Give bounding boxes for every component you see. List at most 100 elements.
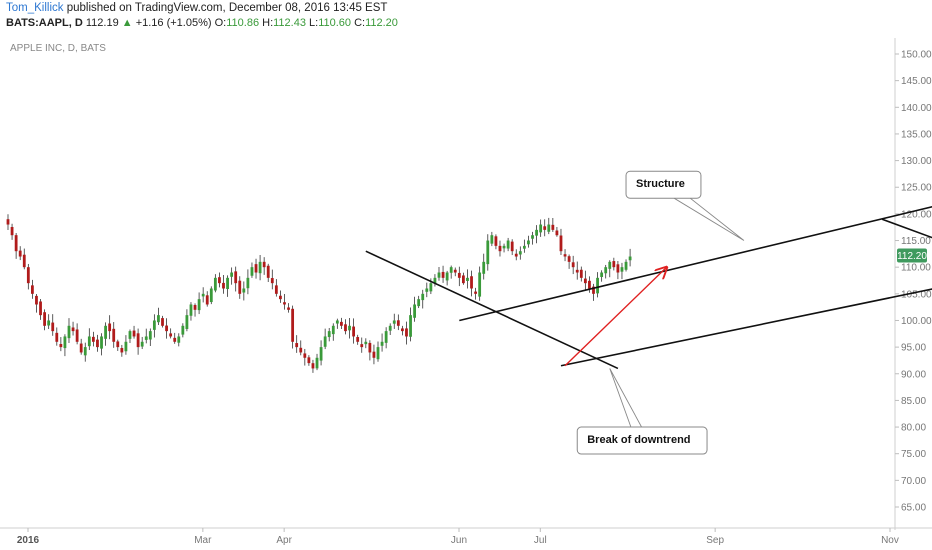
candle-body: [441, 271, 445, 278]
low-value: 110.60: [318, 17, 352, 29]
callout-pointer: [659, 179, 745, 241]
candle-body: [201, 293, 205, 297]
symbol-label: BATS:AAPL, D: [6, 17, 83, 29]
callout-box: [625, 170, 702, 199]
candle-body: [218, 277, 221, 284]
price-tick-label: 120.00: [901, 209, 932, 220]
candle-body: [555, 230, 559, 236]
candle-body: [169, 333, 173, 337]
price-tick-label: 135.00: [901, 129, 932, 140]
candle-body: [283, 302, 286, 305]
candle-body: [461, 275, 465, 284]
price-tick-label: 115.00: [901, 236, 931, 247]
candle-body: [596, 277, 599, 294]
price-tick-label: 90.00: [901, 369, 926, 380]
price-tick-label: 100.00: [901, 316, 932, 327]
candle-body: [83, 347, 87, 356]
candle-body: [612, 261, 616, 268]
candle-body: [270, 278, 274, 284]
price-tick-label: 130.00: [901, 156, 932, 167]
candle-body: [315, 357, 319, 369]
candle-body: [35, 295, 38, 305]
candle-body: [547, 224, 551, 232]
candle-body: [120, 348, 124, 353]
candle-body: [368, 342, 372, 353]
candle-body: [291, 308, 295, 342]
target-arrows: [564, 166, 932, 367]
candle-body: [600, 272, 604, 278]
candle-body: [311, 363, 315, 369]
candle-body: [401, 328, 404, 332]
candle-body: [376, 347, 380, 360]
candle-body: [10, 227, 14, 236]
candle-body: [307, 357, 311, 364]
candle-body: [75, 329, 79, 342]
time-tick-label: Nov: [881, 535, 899, 546]
candle-body: [470, 276, 473, 289]
candle-body: [494, 236, 498, 246]
candle-body: [620, 267, 624, 272]
time-axis[interactable]: 2016MarAprJunJulSepNov2017FebAprJ: [17, 528, 932, 546]
author-link[interactable]: Tom_Killick: [6, 2, 64, 14]
candle-body: [144, 336, 148, 340]
price-tick-label: 95.00: [901, 343, 926, 354]
candle-body: [384, 331, 388, 343]
candle-body: [356, 337, 360, 342]
candle-body: [628, 256, 632, 261]
candle-body: [579, 269, 583, 278]
candle-body: [108, 323, 112, 332]
candle-body: [417, 299, 421, 307]
candle-body: [323, 336, 327, 347]
candle-body: [30, 285, 34, 294]
candle-body: [388, 325, 392, 331]
publish-info: Tom_Killick published on TradingView.com…: [6, 2, 387, 14]
candle-body: [478, 272, 482, 297]
price-tick-label: 80.00: [901, 423, 926, 434]
candle-body: [413, 304, 416, 318]
price-tick-label: 110.00: [901, 263, 931, 274]
candle-body: [51, 322, 55, 332]
candle-body: [583, 278, 587, 284]
candle-body: [96, 339, 99, 348]
candle-body: [55, 332, 59, 342]
candle-body: [197, 299, 201, 311]
candle-body: [295, 343, 299, 348]
time-tick-label: Sep: [706, 535, 724, 546]
candle-body: [18, 250, 22, 257]
candle-body: [522, 245, 526, 249]
candle-body: [604, 267, 608, 274]
candle-body: [71, 327, 75, 332]
candle-body: [535, 229, 538, 236]
time-tick-label: Jun: [451, 535, 467, 546]
trend-line: [881, 218, 932, 239]
candle-body: [608, 261, 612, 269]
candle-body: [112, 328, 116, 342]
candle-body: [189, 304, 193, 316]
candle-body: [67, 325, 71, 339]
candle-body: [104, 325, 107, 339]
candle-body: [616, 264, 620, 273]
candle-body: [161, 318, 164, 326]
last-price-badge: 112.20: [897, 248, 927, 263]
candle-body: [152, 320, 156, 330]
candle-body: [421, 293, 425, 301]
price-tick-label: 85.00: [901, 396, 926, 407]
candle-body: [392, 320, 396, 324]
time-tick-label: Apr: [276, 535, 292, 546]
candle-body: [254, 264, 258, 273]
candle-body: [409, 315, 412, 337]
candle-body: [59, 344, 63, 348]
candle-body: [79, 343, 83, 353]
candle-body: [157, 315, 160, 323]
price-tick-label: 125.00: [901, 183, 932, 194]
time-tick-label: 2016: [17, 535, 40, 546]
published-text: published on TradingView.com, December 0…: [63, 2, 388, 14]
candle-body: [531, 235, 534, 239]
candle-body: [514, 253, 518, 257]
candle-body: [502, 245, 506, 249]
price-axis[interactable]: 150.00 145.00 140.00 135.00 130.00 125.00 120.…: [895, 50, 932, 514]
candle-body: [258, 261, 262, 274]
candle-body: [87, 336, 91, 347]
